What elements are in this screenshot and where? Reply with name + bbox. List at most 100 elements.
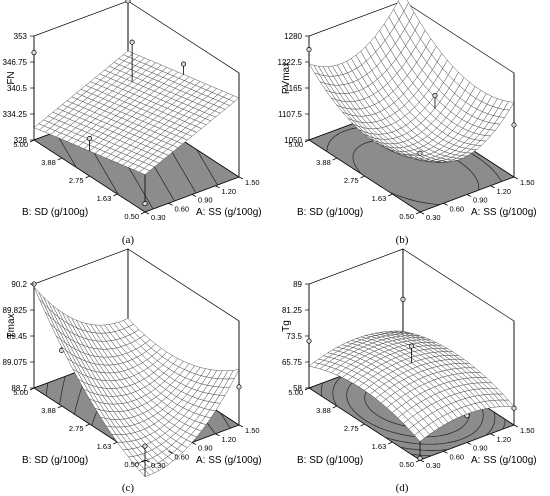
x-tick (513, 424, 519, 428)
x-tick-label: 0.90 (198, 196, 213, 205)
design-point (306, 338, 312, 344)
y-tick-label: 3.88 (41, 158, 56, 167)
z-tick-label: 81.25 (282, 306, 303, 315)
design-point (86, 136, 93, 142)
x-tick (466, 442, 472, 445)
x-tick (191, 194, 197, 197)
z-tick-label: 90.2 (11, 280, 27, 289)
caption-a: (a) (122, 234, 135, 246)
y-tick (304, 139, 310, 143)
x-tick (419, 459, 425, 463)
x-tick-label: 1.20 (497, 187, 512, 196)
x-tick (238, 424, 244, 428)
y-tick (304, 387, 310, 391)
x-tick-label: 1.50 (520, 178, 535, 187)
x-tick (215, 433, 220, 437)
x-tick (238, 176, 244, 180)
x-tick-label: 1.20 (222, 435, 237, 444)
y-tick (140, 211, 146, 215)
y-tick (140, 459, 146, 463)
z-tick-label: 340.5 (7, 84, 28, 93)
z-axis-label: FN (6, 71, 17, 84)
panel-c-tmax-surface: 90.2 89.825 89.45 89.075 88.7 Tmax 0.50 1.63 2.7… (3, 248, 262, 477)
z-axis-label: Tmax (6, 314, 17, 339)
y-tick (57, 157, 62, 161)
y-axis-label: B: SD (g/100g) (297, 455, 363, 466)
x-tick (191, 442, 197, 445)
x-tick-label: 0.60 (175, 204, 190, 213)
y-tick-label: 0.50 (399, 212, 414, 221)
panel-d-tg-surface: 89 81.25 73.5 65.75 58 Tg 0.50 1.63 2.75 3.88 5.00… (281, 248, 537, 470)
y-tick-label: 3.88 (316, 406, 331, 415)
x-axis-label: A: SS (g/100g) (196, 207, 262, 218)
y-tick (29, 387, 35, 391)
design-point (142, 201, 148, 207)
x-tick-label: 1.20 (222, 187, 237, 196)
z-axis-label: Tg (281, 320, 292, 332)
caption-b: (b) (396, 234, 409, 246)
z-tick-label: 65.75 (282, 358, 303, 367)
x-tick-label: 1.50 (245, 178, 260, 187)
z-tick-label: 88.7 (11, 384, 27, 393)
y-tick (388, 193, 393, 197)
y-tick-label: 2.75 (69, 424, 84, 433)
surface-facet (413, 155, 426, 159)
z-tick-label: 73.5 (286, 332, 302, 341)
x-tick (490, 185, 495, 189)
surface-facet (138, 468, 151, 477)
x-axis-label: A: SS (g/100g) (471, 207, 537, 218)
x-tick-label: 0.30 (151, 461, 166, 470)
x-tick (443, 450, 448, 454)
design-point (180, 61, 187, 67)
y-tick-label: 1.63 (372, 442, 387, 451)
x-tick-label: 0.90 (473, 196, 488, 205)
x-tick (215, 185, 220, 189)
y-tick-label: 0.50 (399, 460, 414, 469)
y-tick-label: 3.88 (316, 158, 331, 167)
z-tick-label: 1280 (284, 32, 302, 41)
x-tick-label: 0.90 (473, 444, 488, 453)
z-tick-label: 328 (14, 136, 28, 145)
caption-c: (c) (122, 482, 135, 494)
x-tick-label: 0.30 (426, 461, 441, 470)
x-tick (168, 202, 173, 206)
y-tick-label: 1.63 (372, 194, 387, 203)
y-tick (415, 211, 421, 215)
y-tick (113, 193, 118, 197)
y-tick-label: 5.00 (288, 140, 303, 149)
x-tick-label: 0.60 (450, 452, 465, 461)
y-tick (85, 423, 90, 427)
z-tick-label: 334.25 (3, 110, 28, 119)
y-tick (29, 139, 35, 143)
surface-facet (414, 431, 426, 442)
y-axis-label: B: SD (g/100g) (297, 207, 363, 218)
z-tick-label: 1107.5 (278, 110, 302, 119)
y-tick-label: 5.00 (13, 388, 28, 397)
y-tick (415, 459, 421, 463)
y-tick-label: 2.75 (69, 176, 84, 185)
design-point (31, 50, 37, 56)
z-tick-label: 89 (293, 280, 302, 289)
z-axis-label: PVmax (281, 62, 292, 94)
design-point (400, 296, 406, 302)
y-tick (360, 175, 365, 179)
x-tick (466, 194, 472, 197)
design-point (511, 405, 517, 411)
x-tick (419, 211, 425, 215)
z-tick-label: 1165 (285, 84, 303, 93)
design-point (306, 47, 312, 53)
design-point (129, 39, 135, 45)
y-tick-label: 2.75 (344, 424, 359, 433)
y-tick (332, 405, 337, 409)
x-tick (490, 433, 495, 437)
design-point (432, 92, 438, 99)
z-tick-label: 89.825 (3, 306, 28, 315)
y-tick-label: 0.50 (124, 460, 139, 469)
panel-a-fn-surface: 353 346.75 340.5 334.25 328 FN 0.50 1.63 2.75 3.8… (3, 0, 262, 222)
y-tick-label: 2.75 (344, 176, 359, 185)
y-tick (113, 441, 118, 445)
design-point (125, 0, 131, 4)
x-axis-label: A: SS (g/100g) (196, 455, 262, 466)
y-tick (360, 423, 365, 427)
x-tick-label: 0.60 (450, 204, 465, 213)
